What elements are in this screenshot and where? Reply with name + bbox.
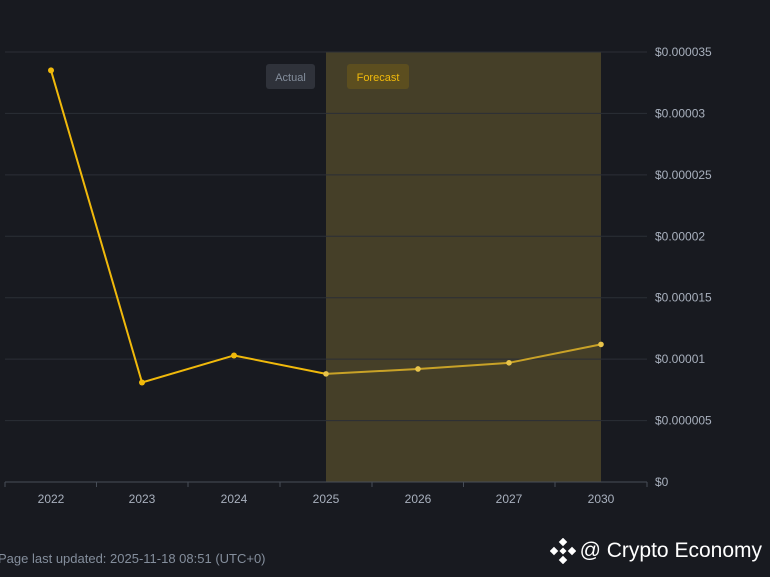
data-point bbox=[139, 379, 145, 386]
y-tick-label: $0.000015 bbox=[655, 291, 712, 305]
data-point bbox=[323, 371, 329, 377]
x-tick-label: 2030 bbox=[588, 492, 615, 506]
x-tick-label: 2026 bbox=[405, 492, 432, 506]
watermark-text: @ Crypto Economy bbox=[579, 539, 762, 562]
legend-actual-chip bbox=[266, 64, 315, 89]
data-point bbox=[506, 360, 512, 366]
actual-line bbox=[50, 70, 327, 384]
x-tick-label: 2027 bbox=[496, 492, 523, 506]
y-tick-label: $0.000035 bbox=[655, 45, 712, 59]
forecast-line bbox=[325, 343, 602, 375]
data-point bbox=[231, 352, 237, 359]
x-tick-label: 2024 bbox=[221, 492, 248, 506]
x-tick-label: 2023 bbox=[129, 492, 156, 506]
data-point bbox=[598, 341, 604, 348]
x-tick-label: 2025 bbox=[313, 492, 340, 506]
y-tick-label: $0.00003 bbox=[655, 106, 705, 120]
y-tick-label: $0.000025 bbox=[655, 168, 712, 182]
y-tick-label: $0 bbox=[655, 475, 669, 489]
x-tick-label: 2022 bbox=[38, 492, 65, 506]
y-tick-label: $0.00002 bbox=[655, 229, 705, 243]
y-tick-label: $0.000005 bbox=[655, 414, 712, 428]
forecast-band bbox=[326, 52, 601, 482]
last-updated-text: Page last updated: 2025-11-18 08:51 (UTC… bbox=[0, 551, 266, 566]
y-tick-label: $0.00001 bbox=[655, 352, 705, 366]
data-point bbox=[48, 67, 54, 74]
watermark: @ Crypto Economy bbox=[549, 538, 762, 564]
binance-diamond-icon bbox=[549, 538, 576, 564]
legend-forecast-label: Forecast bbox=[357, 72, 400, 84]
legend-actual-label: Actual bbox=[275, 72, 306, 84]
legend-forecast-chip bbox=[347, 64, 409, 89]
data-point bbox=[415, 366, 421, 372]
